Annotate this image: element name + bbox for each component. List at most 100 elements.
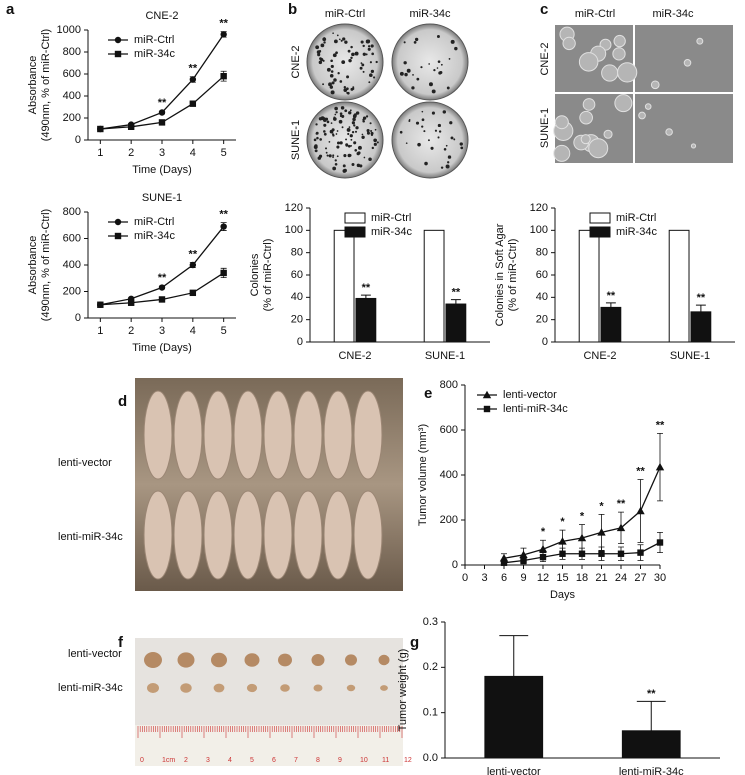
colony [319,138,322,141]
legend-marker [482,390,492,399]
significance: * [580,510,585,522]
colony [313,145,318,150]
bar [355,297,377,343]
y-tick-label: 1000 [57,24,81,36]
agar-colony [580,134,591,145]
legend-label: miR-34c [134,230,175,242]
y-tick-label: 200 [63,112,81,124]
tumor [380,685,388,691]
colony [335,133,338,135]
marker [519,550,528,559]
marker [520,557,527,564]
colony [408,120,411,123]
row-label: lenti-vector [68,648,122,660]
legend-label: miR-Ctrl [134,216,174,228]
colony [322,83,325,86]
colony [334,159,337,162]
colony [326,154,329,157]
tumor [211,652,227,668]
colony [351,121,356,125]
significance: ** [452,286,461,298]
colony [349,134,353,138]
ruler-label: 11 [382,757,389,764]
legend-marker [483,405,491,413]
colony [350,144,353,147]
colony [339,80,343,83]
y-tick-label: 200 [440,514,458,526]
legend-marker [114,232,122,240]
colony [333,78,337,82]
significance: ** [158,97,167,109]
colony [344,109,348,113]
colony [348,111,352,115]
colony [317,53,321,57]
colony [412,73,414,76]
colony [417,142,421,147]
error-bar [636,700,666,731]
colony [346,91,349,94]
y-tick-label: 0.2 [423,661,438,673]
colony [344,40,348,44]
marker [637,549,644,556]
y-tick-label: 120 [285,202,303,214]
agar-colony [617,62,638,83]
legend-swatch [589,226,611,238]
colony [325,151,328,154]
agar-colony [553,144,571,162]
colony [459,142,463,146]
y-tick-label: 0.1 [423,707,438,719]
agar-colony [588,138,609,159]
y-tick-label: 400 [440,469,458,481]
colony [352,86,355,89]
colony [345,143,349,147]
chart-title: CNE-2 [145,10,178,22]
x-tick-label: 27 [634,572,646,584]
y-tick-label: 40 [536,291,548,303]
colony [431,89,436,94]
y-tick-label: 120 [530,202,548,214]
colony [423,130,426,133]
x-tick-label: 21 [595,572,607,584]
mouse [203,390,233,480]
y-tick-label: 100 [530,224,548,236]
marker [500,559,508,566]
colony [362,44,365,48]
mouse [173,390,203,480]
y-tick-label: 80 [536,247,548,259]
marker [538,545,548,553]
colony [450,39,455,44]
colony [434,129,438,132]
y-axis-label: Colonies in Soft Agar [494,223,506,326]
colony [331,133,335,136]
colony [440,166,444,169]
colony [326,67,331,72]
colony [334,106,338,111]
colony [415,121,420,125]
x-tick-label: CNE-2 [583,350,616,362]
colony [332,32,334,35]
colony [318,60,323,65]
colony [437,123,441,128]
colony [447,155,452,159]
colony [332,156,334,159]
legend-label: miR-34c [134,48,175,60]
colony [343,154,347,158]
colony [315,45,320,50]
bar [690,311,712,343]
panel-label: e [424,385,432,402]
colony [421,125,424,128]
colony [350,45,353,49]
colony [366,131,370,135]
row-label: lenti-miR-34c [58,531,123,543]
significance: ** [189,248,198,260]
marker [189,76,197,83]
colony [414,37,419,42]
agar-colony [554,115,569,130]
agar-colony [644,103,652,110]
significance: ** [617,498,626,510]
colony [406,68,411,73]
significance: ** [362,282,371,294]
panel-label: c [540,1,548,18]
colony [318,50,322,53]
colony [340,106,345,110]
